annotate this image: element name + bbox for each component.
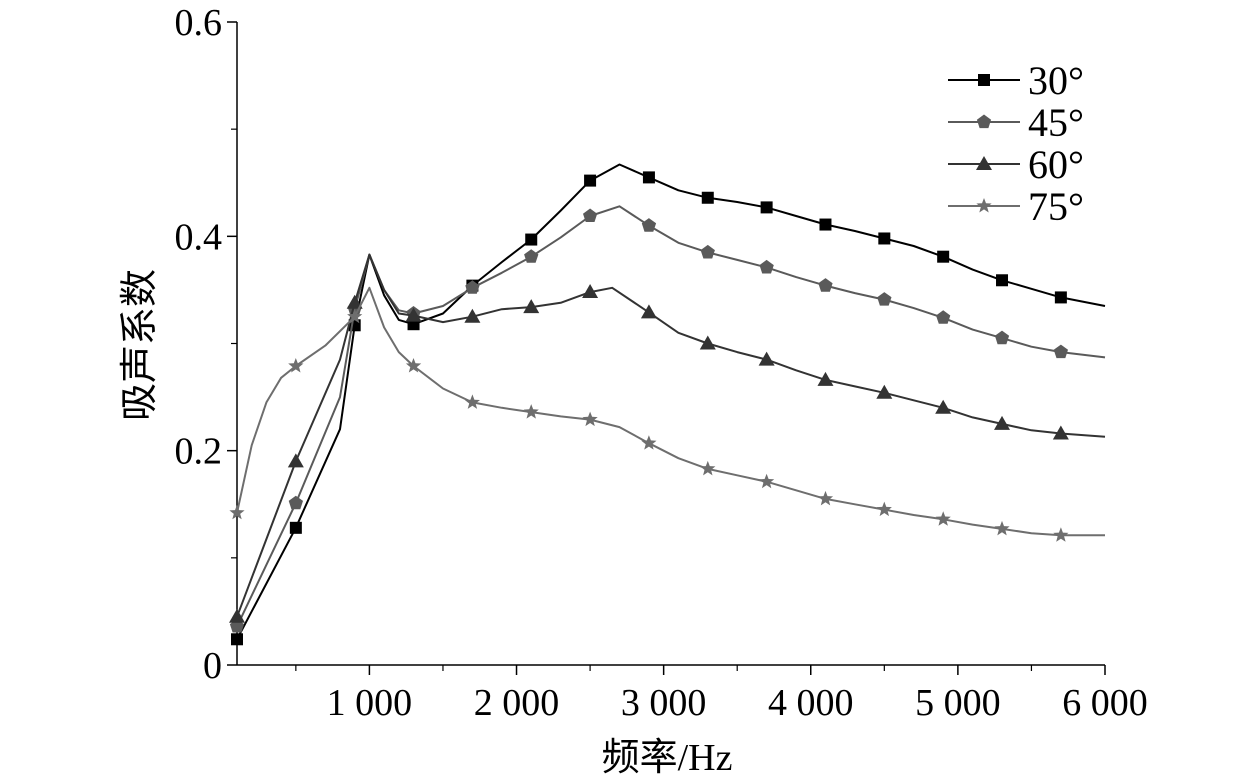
star-marker [229, 504, 245, 520]
pentagon-marker [641, 218, 657, 232]
star-marker [347, 308, 363, 324]
triangle-marker [287, 453, 304, 468]
x-tick-label: 6 000 [1062, 682, 1148, 724]
legend-label: 75° [1028, 184, 1084, 229]
triangle-marker [640, 304, 657, 319]
legend-label: 60° [1028, 142, 1084, 187]
pentagon-marker [936, 310, 951, 324]
legend-item: 45° [948, 100, 1084, 145]
square-marker [978, 74, 990, 86]
pentagon-marker [994, 330, 1010, 345]
triangle-marker [523, 299, 540, 314]
pentagon-marker [877, 292, 892, 306]
y-tick-label: 0 [203, 645, 222, 687]
x-tick-label: 1 000 [327, 682, 413, 724]
series-0 [231, 163, 1106, 646]
axes: 1 000 2 000 3 000 4 000 5 000 6 000 0 0.2 0.4 0.6 [175, 2, 1148, 724]
square-marker [1054, 291, 1067, 304]
star-marker [582, 411, 598, 427]
triangle-marker [758, 351, 775, 366]
y-tick-label: 0.6 [175, 2, 223, 44]
triangle-marker [817, 371, 834, 386]
square-marker [289, 521, 302, 534]
star-marker [523, 404, 539, 419]
triangle-marker [405, 307, 422, 322]
pentagon-marker [759, 259, 774, 274]
triangle-marker [582, 284, 599, 299]
star-marker [1053, 527, 1069, 542]
star-marker [994, 520, 1010, 536]
star-marker [288, 358, 304, 373]
triangle-marker [699, 335, 716, 350]
legend-item: 75° [948, 184, 1084, 229]
x-axis-title: 频率/Hz [602, 737, 733, 779]
pentagon-marker [524, 249, 539, 263]
star-marker [641, 435, 657, 450]
pentagon-marker [1053, 344, 1068, 359]
triangle-marker [935, 399, 952, 414]
square-marker [760, 201, 773, 214]
legend-item: 60° [948, 142, 1084, 187]
triangle-marker [1052, 425, 1069, 440]
x-tick-label: 4 000 [768, 682, 854, 724]
legend-label: 30° [1028, 58, 1084, 103]
pentagon-marker [465, 280, 480, 294]
square-marker [819, 218, 832, 231]
series-line [236, 163, 1106, 640]
star-marker [976, 198, 992, 213]
triangle-marker [346, 294, 363, 309]
square-marker [878, 232, 891, 245]
star-marker [759, 473, 775, 489]
triangle-marker [229, 608, 245, 623]
series-3 [229, 286, 1105, 542]
star-marker [700, 460, 716, 476]
pentagon-marker [976, 114, 992, 129]
square-marker [996, 274, 1009, 287]
star-marker [464, 394, 480, 409]
star-marker [817, 490, 834, 506]
square-marker [701, 191, 714, 204]
square-marker [525, 233, 538, 246]
x-tick-label: 3 000 [621, 682, 707, 724]
y-tick-label: 0.2 [175, 431, 223, 473]
triangle-marker [994, 415, 1011, 430]
legend-label: 45° [1028, 100, 1084, 145]
x-tick-label: 2 000 [474, 682, 560, 724]
triangle-marker [976, 156, 992, 170]
pentagon-marker [700, 244, 715, 259]
star-marker [876, 501, 892, 517]
triangle-marker [464, 308, 481, 323]
triangle-marker [876, 384, 893, 399]
legend-item: 30° [948, 58, 1084, 103]
pentagon-marker [818, 278, 833, 292]
y-tick-label: 0.4 [175, 216, 223, 258]
star-marker [405, 358, 422, 373]
star-marker [935, 511, 951, 526]
pentagon-marker [288, 495, 303, 510]
pentagon-marker [583, 208, 598, 222]
x-tick-label: 5 000 [915, 682, 1001, 724]
square-marker [937, 250, 950, 263]
series-layer [229, 163, 1106, 646]
square-marker [584, 174, 597, 187]
y-axis-title: 吸声系数 [119, 269, 161, 421]
square-marker [642, 171, 655, 184]
series-2 [229, 253, 1106, 623]
series-line [236, 253, 1106, 618]
square-marker [231, 633, 243, 646]
series-line [236, 286, 1105, 537]
legend: 30°45°60°75° [948, 58, 1084, 229]
